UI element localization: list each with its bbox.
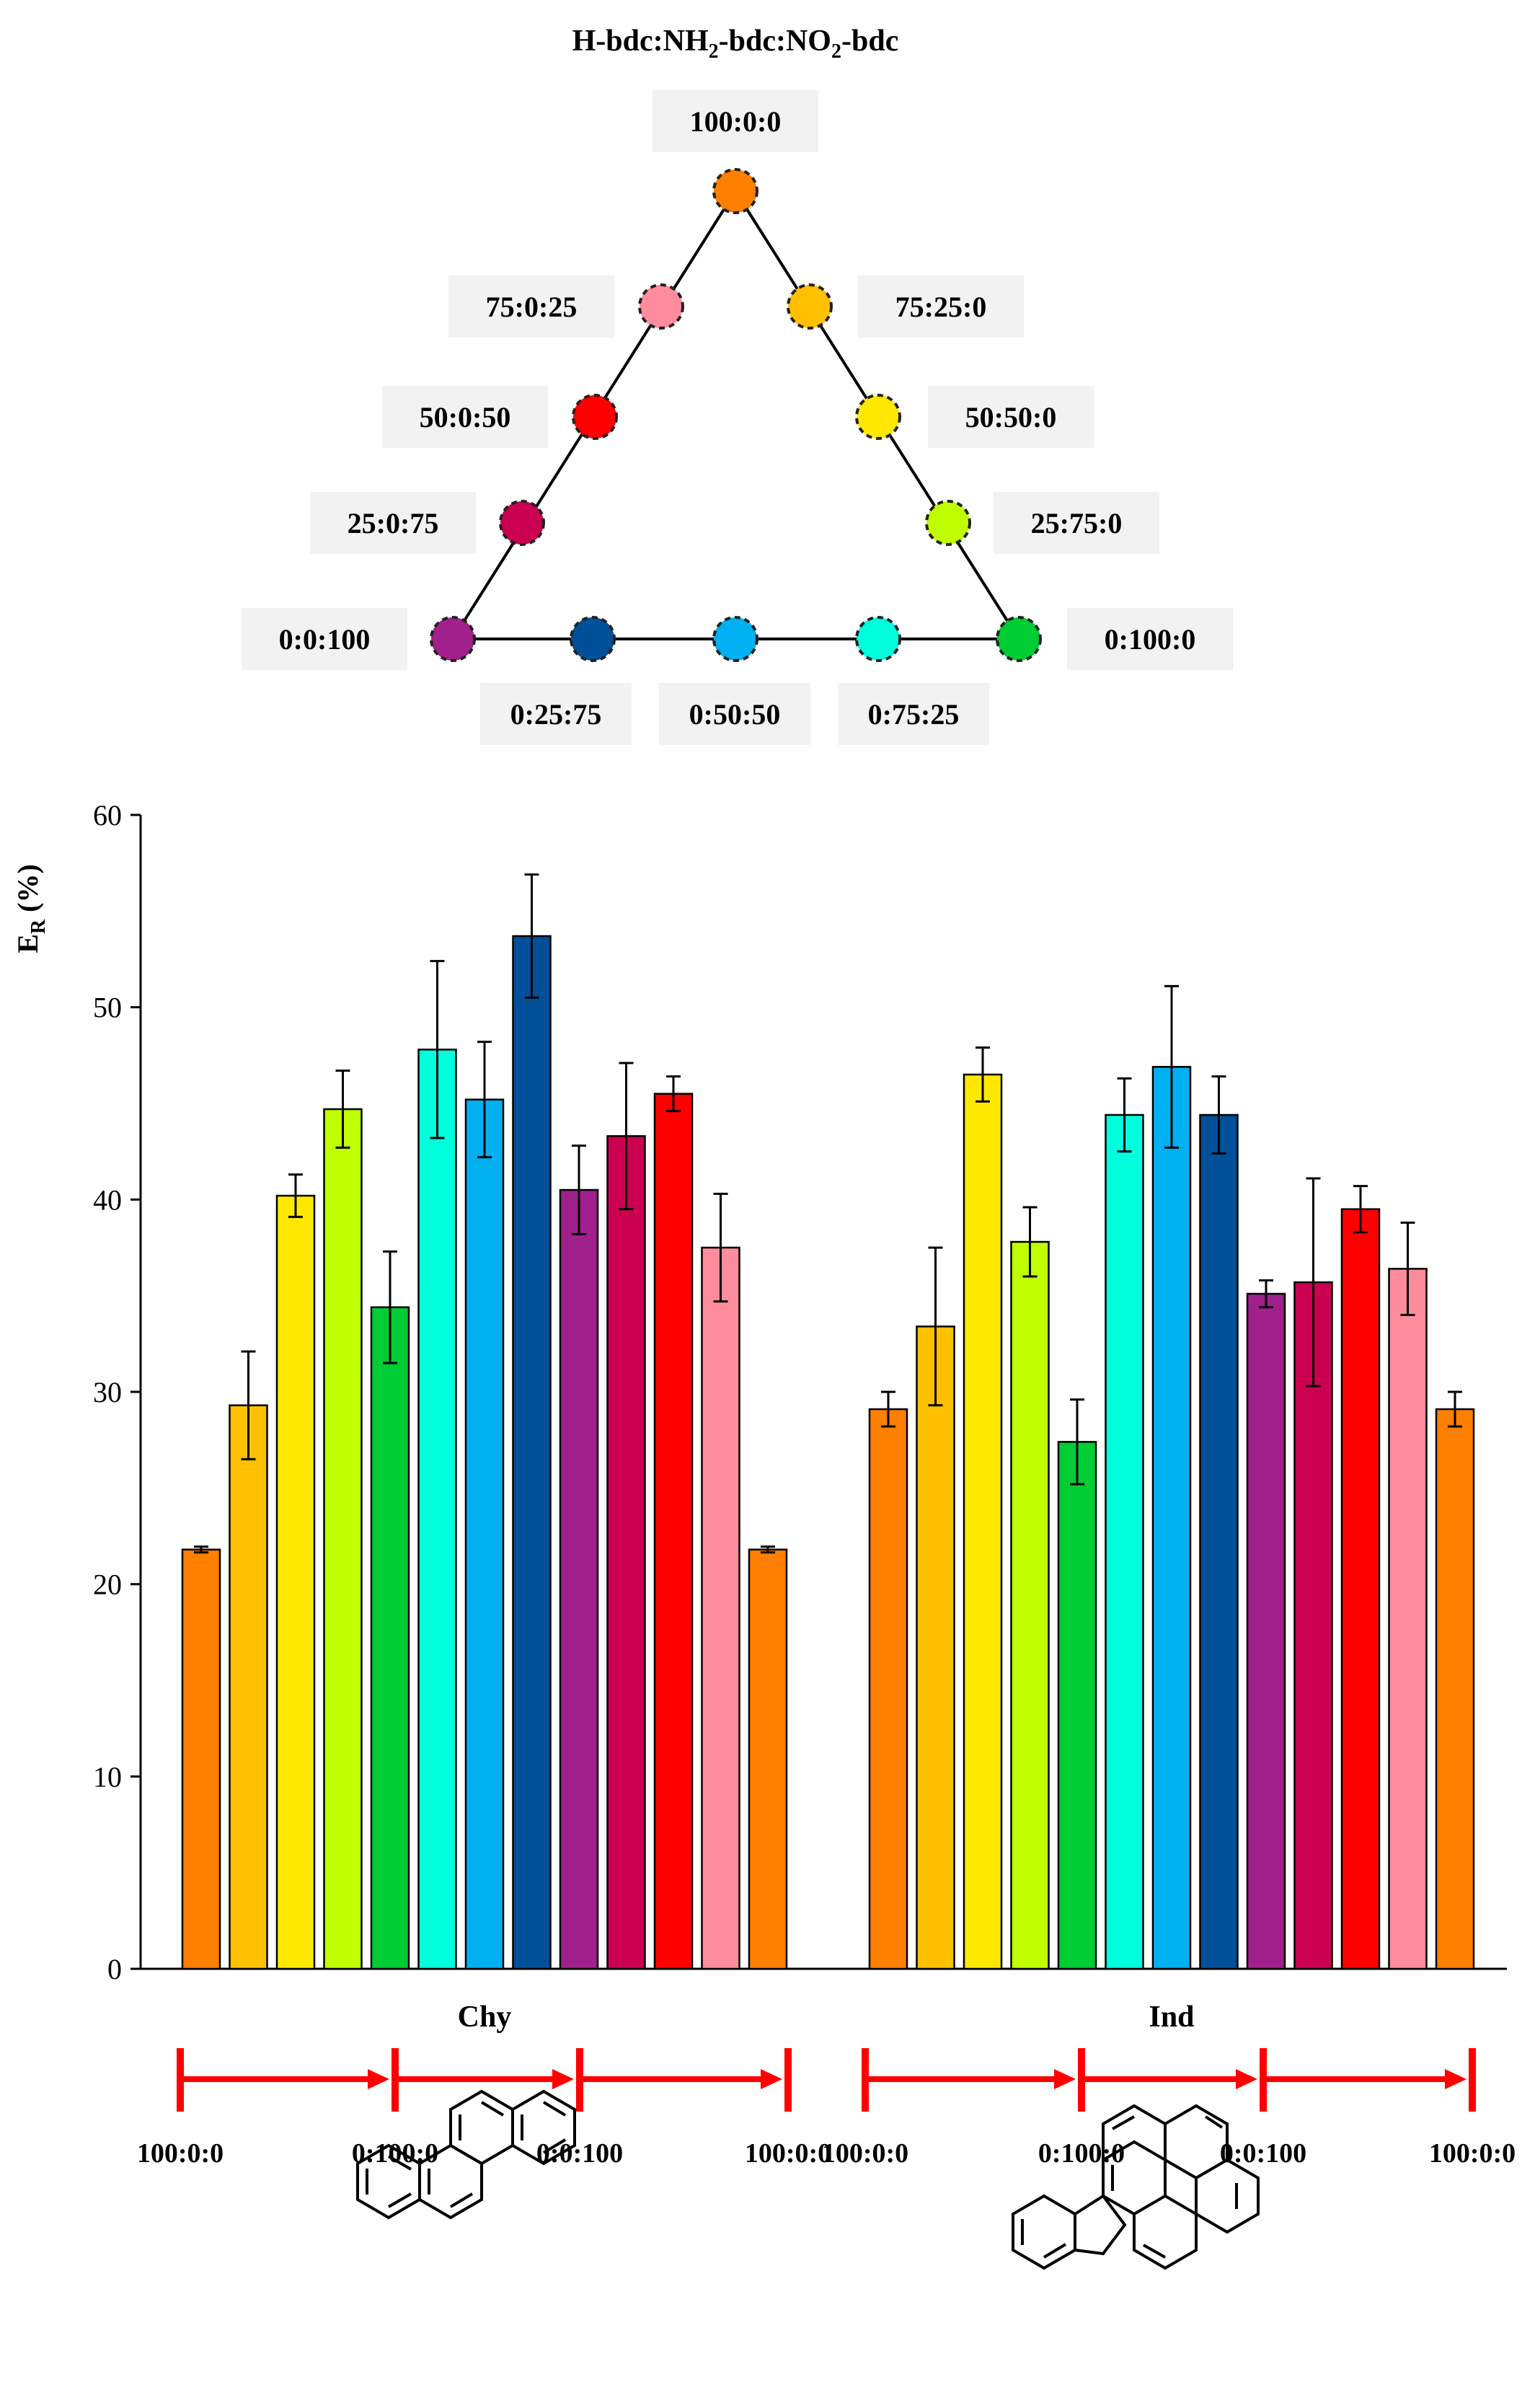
arrow-composition-label: 100:0:0 [137,2138,224,2169]
ternary-label-box [448,275,614,338]
bar [229,1404,268,1970]
bar [1010,1240,1050,1970]
bar [181,1548,221,1970]
ternary-title: H-bdc:NH2-bdc:NO2-bdc [572,25,899,63]
y-tick-label: 50 [93,992,122,1024]
bar [512,935,552,1970]
ternary-node [572,394,618,440]
ternary-label-box [928,386,1094,448]
ternary-label: 25:75:0 [1031,507,1123,539]
arrow-head [552,2069,574,2089]
bar [417,1049,457,1970]
arrow-head [368,2069,389,2089]
group-label: Ind [1149,2001,1194,2034]
ternary-label-box [1067,608,1233,670]
ternary-node [855,616,901,662]
ternary-node [712,168,758,214]
ternary-label: 0:25:75 [510,698,602,731]
y-axis-label: ER (%) [12,864,50,953]
arrow-composition-label: 0:100:0 [352,2138,438,2169]
ternary-label: 25:0:75 [348,507,439,539]
ternary-label-box [382,386,548,448]
bar [370,1306,410,1970]
bar [275,1194,316,1970]
ternary-node [925,500,971,546]
ternary-label: 0:50:50 [689,698,781,731]
bar [606,1135,646,1970]
arrow-head [1054,2069,1076,2089]
ternary-label: 100:0:0 [690,105,782,138]
bar [1435,1408,1475,1970]
bar [1199,1113,1239,1970]
ternary-node [430,616,476,662]
bar [748,1548,788,1970]
arrow-head [1445,2069,1467,2089]
group-label: Chy [458,2001,512,2034]
ternary-node [570,616,616,662]
ternary-node [787,283,833,330]
bar [464,1098,505,1970]
ternary-node [638,283,684,330]
arrow-composition-label: 100:0:0 [745,2138,831,2169]
ternary-node [712,616,758,662]
arrow-composition-label: 100:0:0 [822,2138,908,2169]
indenopyrene-structure-icon [1012,2104,1260,2270]
bar [1105,1113,1144,1970]
bar [1293,1281,1333,1970]
y-tick-label: 30 [93,1376,122,1408]
bar [1151,1066,1192,1970]
bar [1388,1268,1428,1970]
bar [559,1188,599,1970]
arrow-composition-label: 100:0:0 [1429,2138,1516,2169]
ternary-node [996,616,1042,662]
bar [1340,1208,1381,1970]
bar [653,1093,694,1970]
y-tick-label: 40 [93,1183,122,1216]
ternary-label-box [480,683,632,745]
bar [868,1408,908,1970]
ternary-diagram: 100:0:0 75:25:0 50:50:0 25:75:0 0:100:0 0:75:… [242,90,1233,745]
bar [916,1326,955,1970]
ternary-label-box [838,683,989,745]
ternary-label: 75:0:25 [486,291,578,323]
ternary-label-box [659,683,810,745]
ternary-label: 75:25:0 [895,291,987,323]
y-tick-label: 20 [93,1569,122,1601]
y-tick-label: 0 [107,1953,122,1985]
ternary-label-box [242,608,407,670]
bar [701,1246,740,1970]
bar [1057,1441,1097,1970]
ternary-label: 0:100:0 [1105,623,1196,656]
ternary-node [499,500,545,546]
ternary-label: 0:0:100 [279,623,371,656]
arrow-composition-label: 0:0:100 [536,2138,623,2169]
bar [963,1073,1003,1970]
y-tick-label: 10 [93,1760,122,1793]
ternary-label: 50:50:0 [965,401,1057,433]
ternary-label-box [310,492,476,554]
ternary-label-box [858,275,1024,338]
arrow-head [761,2069,782,2089]
ternary-label-box [653,90,818,152]
ternary-label: 0:75:25 [868,698,960,731]
y-tick-label: 60 [93,799,122,832]
bar [323,1108,363,1970]
arrow-composition-label: 0:100:0 [1038,2138,1125,2169]
ternary-label: 50:0:50 [420,401,511,433]
ternary-node [855,394,901,440]
ternary-label-box [994,492,1159,554]
chrysene-structure-icon [356,2089,576,2220]
bar-chart: 0 10 20 30 40 50 60 ER (%) Chy Ind [12,799,1507,2034]
arrow-head [1236,2069,1257,2089]
bar [1246,1292,1286,1970]
